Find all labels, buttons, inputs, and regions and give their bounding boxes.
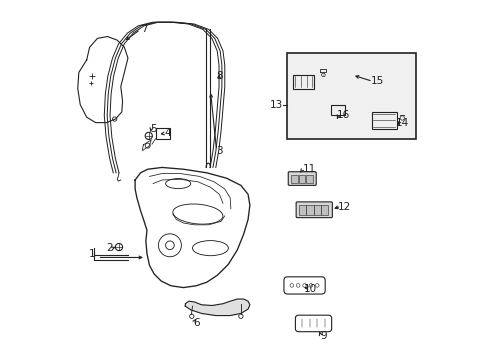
Text: 15: 15: [370, 76, 383, 86]
Text: 6: 6: [192, 319, 199, 328]
Text: 9: 9: [320, 331, 326, 341]
Text: 12: 12: [338, 202, 351, 212]
Text: 8: 8: [216, 71, 222, 81]
Text: 13: 13: [269, 100, 283, 110]
Bar: [286, 53, 415, 139]
Bar: [290, 175, 297, 183]
Text: 14: 14: [395, 118, 408, 128]
FancyBboxPatch shape: [296, 202, 332, 218]
Circle shape: [115, 243, 122, 251]
Text: 4: 4: [164, 129, 170, 138]
Text: 7: 7: [141, 24, 147, 35]
FancyBboxPatch shape: [287, 172, 316, 185]
Text: 5: 5: [149, 124, 156, 134]
Bar: [298, 175, 305, 183]
Text: 10: 10: [304, 284, 317, 294]
Text: 2: 2: [106, 243, 113, 253]
Polygon shape: [185, 299, 249, 316]
Bar: [321, 205, 328, 215]
Bar: [313, 205, 320, 215]
Text: 11: 11: [302, 164, 315, 174]
Bar: [292, 75, 314, 89]
Text: 16: 16: [336, 111, 349, 121]
Bar: [306, 205, 313, 215]
Bar: [305, 175, 312, 183]
Bar: [371, 112, 396, 129]
Bar: [298, 205, 305, 215]
Text: 1: 1: [89, 248, 95, 258]
Bar: [330, 105, 344, 116]
Text: 3: 3: [216, 146, 222, 156]
Bar: [155, 128, 169, 139]
